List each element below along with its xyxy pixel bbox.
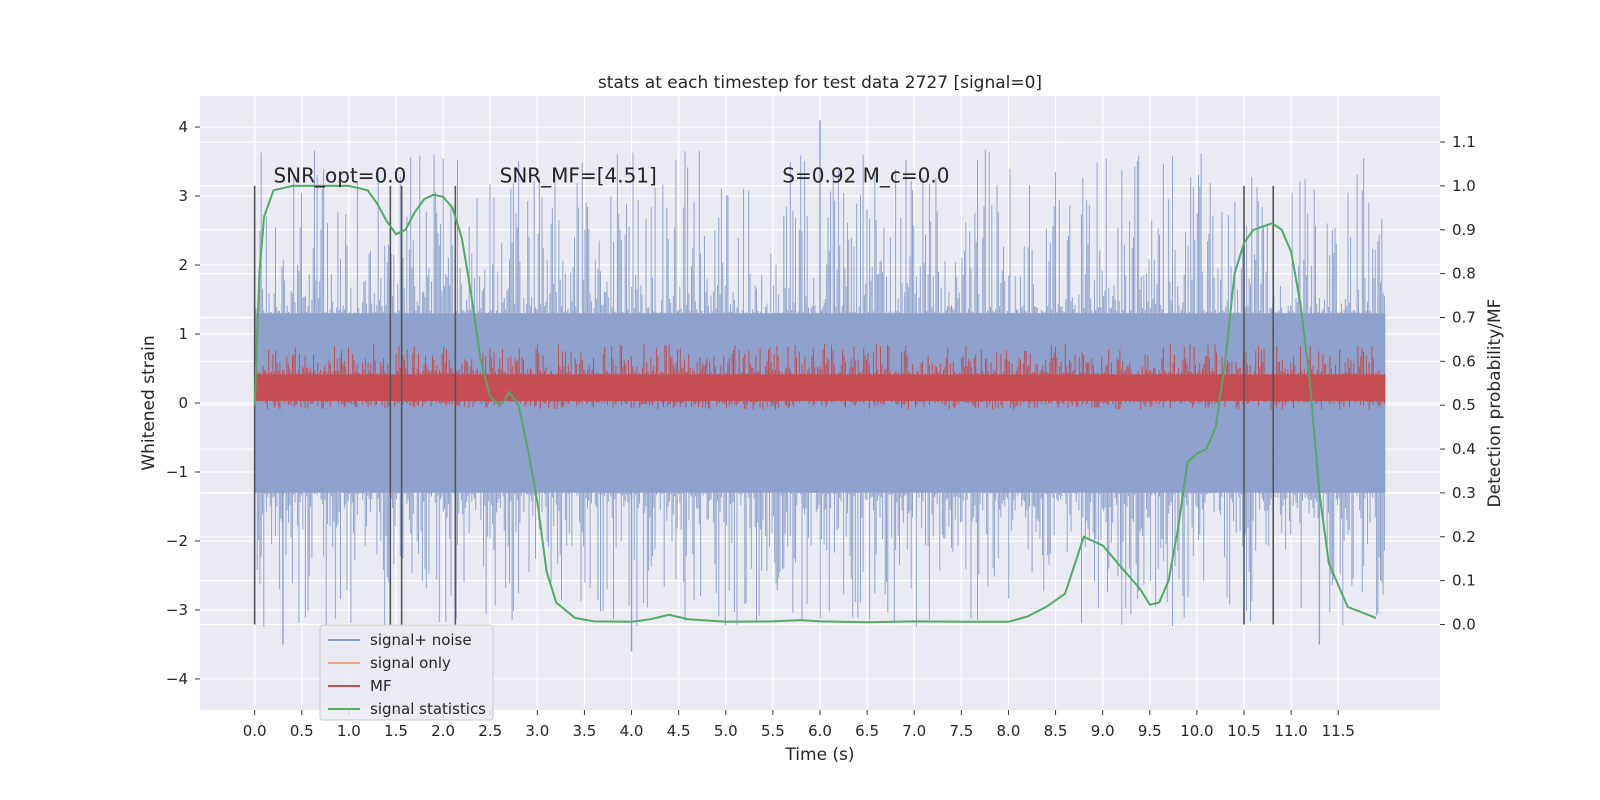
annotation-1: SNR_MF=[4.51] <box>500 163 657 187</box>
y-axis-ticks: −4 −3 −2 −1 0 1 2 3 4 <box>166 118 200 688</box>
series-signal-statistics <box>253 184 1377 624</box>
y2-tick-label: 0.8 <box>1452 265 1476 283</box>
x-tick-label: 8.0 <box>997 722 1021 740</box>
legend-label-signal-noise: signal+ noise <box>370 631 472 649</box>
y2-tick-label: 0.5 <box>1452 396 1476 414</box>
y2-tick-label: 1.0 <box>1452 177 1476 195</box>
x-tick-label: 9.5 <box>1138 722 1162 740</box>
x-axis-ticks: 0.0 0.5 1.0 1.5 2.0 2.5 3.0 3.5 4.0 4.5 5.0 5.5 6.0 6… <box>243 710 1355 740</box>
x-tick-label: 1.0 <box>337 722 361 740</box>
legend-label-mf: MF <box>370 677 392 695</box>
y-tick-label: −2 <box>166 532 188 550</box>
y-tick-label: −1 <box>166 463 188 481</box>
x-tick-label: 0.0 <box>243 722 267 740</box>
x-tick-label: 11.5 <box>1322 722 1355 740</box>
x-tick-label: 7.5 <box>949 722 973 740</box>
y-tick-label: 4 <box>178 118 188 136</box>
y-tick-label: 3 <box>178 187 188 205</box>
y-tick-label: −3 <box>166 601 188 619</box>
y2-tick-label: 0.4 <box>1452 440 1476 458</box>
x-tick-label: 10.0 <box>1180 722 1213 740</box>
chart-title: stats at each timestep for test data 272… <box>598 73 1042 93</box>
y2-axis-label: Detection probability/MF <box>1485 299 1505 508</box>
x-tick-label: 6.0 <box>808 722 832 740</box>
y2-tick-label: 1.1 <box>1452 133 1476 151</box>
x-tick-label: 3.5 <box>573 722 597 740</box>
x-tick-label: 5.5 <box>761 722 785 740</box>
y2-axis-ticks: 0.0 0.1 0.2 0.3 0.4 0.5 0.6 0.7 0.8 0.9 1.0 1.1 <box>1440 133 1476 633</box>
statistics-line <box>253 184 1377 624</box>
x-tick-label: 6.5 <box>855 722 879 740</box>
y2-tick-label: 0.9 <box>1452 221 1476 239</box>
y2-tick-label: 0.1 <box>1452 572 1476 590</box>
x-tick-label: 2.5 <box>478 722 502 740</box>
x-tick-label: 7.0 <box>902 722 926 740</box>
x-tick-label: 5.0 <box>714 722 738 740</box>
x-tick-label: 9.0 <box>1091 722 1115 740</box>
y-tick-label: 2 <box>178 256 188 274</box>
x-tick-label: 4.0 <box>620 722 644 740</box>
vertical-markers <box>253 185 1275 625</box>
x-tick-label: 8.5 <box>1044 722 1068 740</box>
legend-label-signal-statistics: signal statistics <box>370 700 486 718</box>
legend-label-signal-only: signal only <box>370 654 451 672</box>
y-tick-label: −4 <box>166 670 188 688</box>
x-tick-label: 4.5 <box>667 722 691 740</box>
y2-tick-label: 0.3 <box>1452 484 1476 502</box>
y-axis-label: Whitened strain <box>139 335 159 470</box>
x-axis-label: Time (s) <box>784 745 854 765</box>
annotations: SNR_opt=0.0 SNR_MF=[4.51] S=0.92 M_c=0.0 <box>273 163 949 187</box>
x-tick-label: 3.0 <box>525 722 549 740</box>
x-tick-label: 11.0 <box>1274 722 1307 740</box>
annotation-0: SNR_opt=0.0 <box>273 163 406 187</box>
x-tick-label: 1.5 <box>384 722 408 740</box>
y2-tick-label: 0.2 <box>1452 528 1476 546</box>
x-tick-label: 0.5 <box>290 722 314 740</box>
legend-box <box>319 624 494 721</box>
y-tick-label: 1 <box>178 325 188 343</box>
series-signal-noise <box>254 120 1386 652</box>
legend: signal+ noise signal only MF signal stat… <box>319 624 494 721</box>
x-tick-label: 2.0 <box>431 722 455 740</box>
y2-tick-label: 0.6 <box>1452 352 1476 370</box>
series-mf <box>254 344 1386 410</box>
annotation-2: S=0.92 M_c=0.0 <box>782 163 949 187</box>
y2-tick-label: 0.7 <box>1452 308 1476 326</box>
y2-tick-label: 0.0 <box>1452 615 1476 633</box>
y-tick-label: 0 <box>178 394 188 412</box>
x-tick-label: 10.5 <box>1227 722 1260 740</box>
